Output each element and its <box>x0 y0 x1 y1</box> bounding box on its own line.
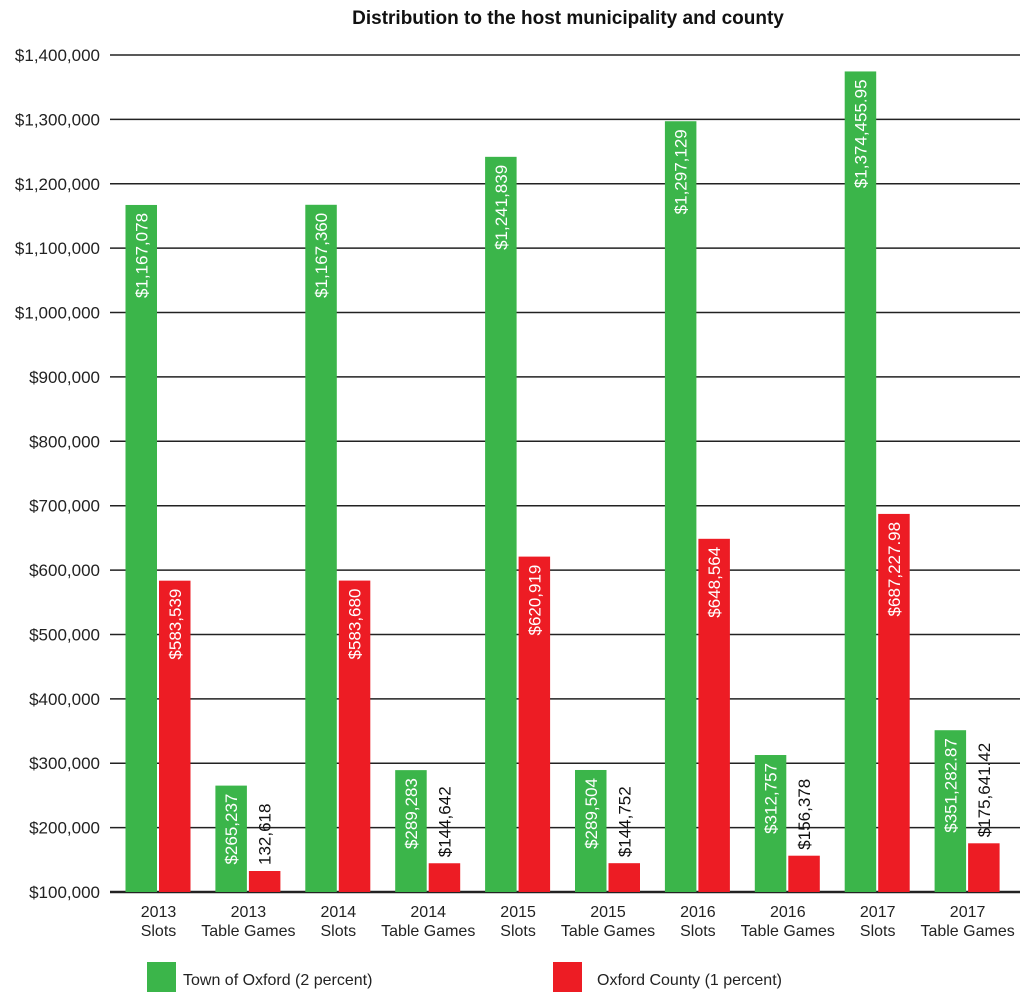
legend-swatch <box>147 962 176 992</box>
bar-town-of-oxford <box>305 204 337 892</box>
bar-town-of-oxford <box>395 770 427 892</box>
y-tick-label: $600,000 <box>29 561 100 580</box>
bar-town-of-oxford <box>215 785 247 892</box>
y-tick-label: $500,000 <box>29 625 100 644</box>
x-tick-label: 2013 Slots <box>141 904 177 940</box>
x-tick-label: 2013 Table Games <box>201 904 295 940</box>
legend-swatch <box>553 962 582 992</box>
data-label: $583,539 <box>166 589 185 660</box>
bar-oxford-county <box>968 843 1000 892</box>
data-label: $289,283 <box>402 778 421 849</box>
y-tick-label: $100,000 <box>29 883 100 902</box>
bar-town-of-oxford <box>754 755 787 892</box>
legend-label: Oxford County (1 percent) <box>597 972 782 989</box>
x-tick-label: 2015 Slots <box>500 904 536 940</box>
y-tick-label: $900,000 <box>29 368 100 387</box>
data-label: $583,680 <box>346 589 365 660</box>
y-tick-label: $1,100,000 <box>15 239 100 258</box>
x-tick-label: 2016 Table Games <box>741 904 835 940</box>
bar-town-of-oxford <box>934 730 967 892</box>
bar-town-of-oxford <box>664 121 697 893</box>
data-label: $620,919 <box>525 565 544 636</box>
bar-town-of-oxford <box>485 156 517 892</box>
x-tick-label: 2014 Slots <box>321 904 357 940</box>
bar-oxford-county <box>338 580 371 892</box>
y-tick-label: $200,000 <box>29 819 100 838</box>
data-label: $1,374,455.95 <box>851 79 870 188</box>
x-tick-label: 2017 Slots <box>860 904 896 940</box>
x-tick-label: 2016 Slots <box>680 904 716 940</box>
y-tick-label: $300,000 <box>29 754 100 773</box>
y-tick-label: $1,000,000 <box>15 304 100 323</box>
y-tick-label: $700,000 <box>29 497 100 516</box>
bar-oxford-county <box>698 538 730 892</box>
bar-oxford-county <box>608 863 640 892</box>
data-label: $175,641.42 <box>975 743 994 838</box>
data-label: $1,167,078 <box>132 213 151 298</box>
bar-town-of-oxford <box>575 769 607 892</box>
data-label: $144,642 <box>435 786 454 857</box>
bar-oxford-county <box>878 513 910 892</box>
data-label: $648,564 <box>705 547 724 618</box>
x-tick-label: 2017 Table Games <box>920 904 1014 940</box>
legend-label: Town of Oxford (2 percent) <box>183 972 372 989</box>
data-label: $351,282.87 <box>941 738 960 833</box>
data-label: $1,297,129 <box>672 129 691 214</box>
data-label: 132,618 <box>256 804 275 865</box>
y-tick-label: $1,300,000 <box>15 110 100 129</box>
data-label: $289,504 <box>582 778 601 849</box>
y-tick-label: $1,200,000 <box>15 175 100 194</box>
data-label: $1,167,360 <box>312 213 331 298</box>
data-label: $265,237 <box>222 794 241 865</box>
y-tick-label: $1,400,000 <box>15 46 100 65</box>
x-tick-label: 2014 Table Games <box>381 904 475 940</box>
data-label: $156,378 <box>795 779 814 850</box>
bar-oxford-county <box>788 855 820 892</box>
bar-oxford-county <box>518 556 551 892</box>
bar-oxford-county <box>428 863 461 892</box>
data-label: $144,752 <box>615 786 634 857</box>
x-tick-label: 2015 Table Games <box>561 904 655 940</box>
data-label: $1,241,839 <box>492 165 511 250</box>
bar-oxford-county <box>159 580 191 892</box>
data-label: $687,227.98 <box>885 522 904 617</box>
bar-oxford-county <box>248 870 281 892</box>
bar-town-of-oxford <box>125 204 157 892</box>
y-tick-label: $800,000 <box>29 432 100 451</box>
data-label: $312,757 <box>762 763 781 834</box>
y-tick-label: $400,000 <box>29 690 100 709</box>
chart-title: Distribution to the host municipality an… <box>352 8 784 29</box>
bar-town-of-oxford <box>844 71 877 893</box>
